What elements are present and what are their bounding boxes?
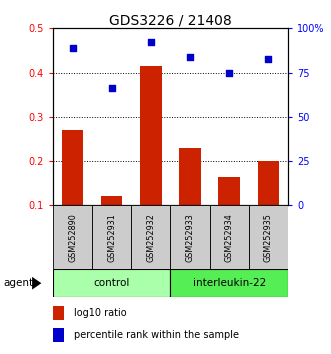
Point [187,54,193,60]
Point [226,70,232,75]
Point [109,85,114,91]
Text: GSM252932: GSM252932 [146,213,155,262]
Point [266,57,271,62]
Title: GDS3226 / 21408: GDS3226 / 21408 [109,13,232,27]
Text: GSM252935: GSM252935 [264,213,273,262]
Point [70,45,75,51]
Bar [53,205,92,269]
Bar [92,205,131,269]
Bar [53,269,170,297]
Text: interleukin-22: interleukin-22 [193,278,266,288]
Text: agent: agent [3,278,33,288]
Bar [218,177,240,205]
Bar [53,327,64,342]
Text: log10 ratio: log10 ratio [73,308,126,318]
Bar [170,205,210,269]
Text: percentile rank within the sample: percentile rank within the sample [73,330,239,340]
Bar [131,205,170,269]
Bar [62,130,83,205]
Bar [101,196,122,205]
Bar [170,269,288,297]
Bar [258,161,279,205]
Bar [210,205,249,269]
Bar [140,66,162,205]
Bar [53,306,64,320]
Bar [179,148,201,205]
Polygon shape [32,277,41,290]
Text: control: control [94,278,130,288]
Text: GSM252933: GSM252933 [186,213,195,262]
Text: GSM252934: GSM252934 [225,213,234,262]
Point [148,39,154,45]
Text: GSM252931: GSM252931 [107,213,116,262]
Bar [249,205,288,269]
Text: GSM252890: GSM252890 [68,213,77,262]
